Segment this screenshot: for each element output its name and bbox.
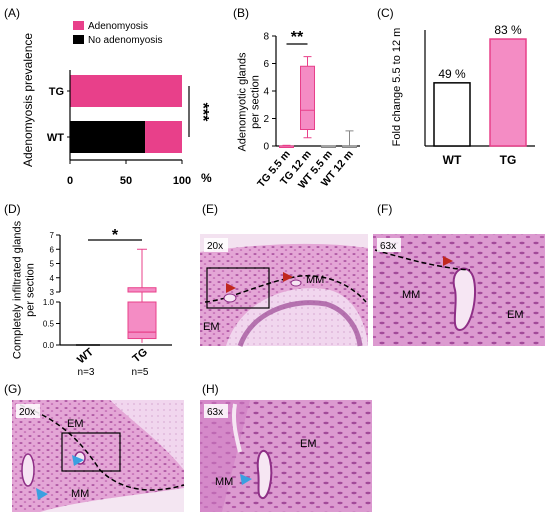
significance-label-d: * [112,227,119,244]
panel-g: (G) 20x EM MM [4,382,185,512]
red-arrowhead-icon [283,272,293,282]
bar-wt-adenomyosis [145,121,182,153]
y-tick-label: 3 [50,288,55,297]
panel-b-letter: (B) [233,6,249,20]
bar-wt-no-adenomyosis [70,121,146,153]
y-tick-label: 6 [263,59,269,70]
box-tg-upper [127,287,157,293]
bar-tg [489,38,527,147]
micrograph-g-mm: MM [71,488,89,500]
micrograph-g-em: EM [67,418,84,430]
category-note: n=5 [132,367,149,378]
category-note: n=3 [78,367,95,378]
panel-f: (F) 63x MM EM [373,202,545,346]
micrograph-h: 63x EM MM [200,400,372,512]
micrograph-h-em: EM [300,438,317,450]
panel-c-letter: (C) [377,6,394,20]
panel-c-ylabel: Fold change 5.5 to 12 m [391,28,403,147]
blue-arrowhead-icon [72,455,84,466]
micrograph-h-mag: 63x [207,407,223,418]
legend-label-no-adenomyosis: No adenomyosis [88,35,162,46]
y-tick-label: 2 [263,114,269,125]
panel-a-ylabel: Adenomyosis prevalence [21,33,35,167]
micrograph-g: 20x EM MM [12,400,185,512]
axis-unit-a: % [201,171,212,185]
panel-e: (E) 20x MM EM [200,202,368,347]
category-label-wt: WT [443,153,462,167]
micrograph-e-mm: MM [306,274,324,286]
legend-swatch-no-adenomyosis [73,35,84,44]
y-tick-label: 0.5 [43,320,55,329]
y-tick-label: 1.0 [43,298,55,307]
micrograph-e: 20x MM EM [200,234,368,347]
blue-arrowhead-icon [36,488,48,500]
panel-d: (D) Completely infiltrated glandsper sec… [4,202,172,378]
blue-arrowhead-icon [240,474,252,485]
panel-h-letter: (H) [202,382,219,396]
y-tick-label: 6 [50,245,55,254]
category-label-tg: TG [49,86,64,98]
panel-d-ylabel: Completely infiltrated glandsper section [12,220,37,359]
y-tick-label: 7 [50,231,55,240]
red-arrowhead-icon [226,283,236,293]
value-label-tg: 83 % [494,23,522,37]
panel-a-letter: (A) [4,6,20,20]
micrograph-f-em: EM [507,309,524,321]
legend-swatch-adenomyosis [73,21,84,30]
micrograph-f: 63x MM EM [373,234,545,346]
x-tick-label: 0 [67,175,73,187]
box-tg-12-m [300,65,315,130]
chart-c: 49 % WT 83 % TG [424,23,535,167]
micrograph-g-mag: 20x [19,407,35,418]
micrograph-f-mm: MM [402,289,420,301]
bar-tg-adenomyosis [70,75,182,107]
x-tick-label: 100 [173,175,191,187]
micrograph-e-em: EM [203,321,220,333]
chart-d: 0.0 0.5 1.03 4 5 6 7 WTn=3 TG n=5 * [43,227,172,378]
y-tick-label: 0.0 [43,341,55,350]
y-tick-label: 8 [263,32,269,43]
chart-a: TG WT 0 50 100 [47,70,191,187]
micrograph-e-mag: 20x [207,241,223,252]
panel-a: (A) Adenomyosis prevalence Adenomyosis N… [4,6,212,187]
panel-d-letter: (D) [4,202,21,216]
legend-label-adenomyosis: Adenomyosis [88,21,148,32]
category-label-tg: TG [500,153,517,167]
micrograph-f-mag: 63x [380,241,396,252]
micrograph-h-mm: MM [215,476,233,488]
significance-label-b: ** [291,29,304,46]
y-tick-label: 4 [50,274,55,283]
red-arrowhead-icon [443,256,453,266]
y-tick-label: 4 [263,87,269,98]
y-tick-label: 0 [263,142,269,153]
x-tick-label: 50 [120,175,132,187]
panel-b-ylabel: Adenomyotic glandsper section [237,52,262,152]
panel-c: (C) Fold change 5.5 to 12 m 49 % WT 83 % TG [377,6,535,167]
category-label: TG [131,346,150,365]
bar-wt [433,82,471,147]
box-tg-lower [127,301,157,340]
category-label-wt: WT [47,132,64,144]
value-label-wt: 49 % [438,67,466,81]
panel-h: (H) 63x EM MM [200,382,372,512]
panel-f-letter: (F) [377,202,392,216]
panel-e-letter: (E) [202,202,218,216]
category-label: WT [75,346,96,366]
y-tick-label: 5 [50,260,55,269]
significance-label-a: *** [194,103,211,122]
panel-b: (B) Adenomyotic glandsper section 02468T… [233,6,360,191]
panel-g-letter: (G) [4,382,21,396]
